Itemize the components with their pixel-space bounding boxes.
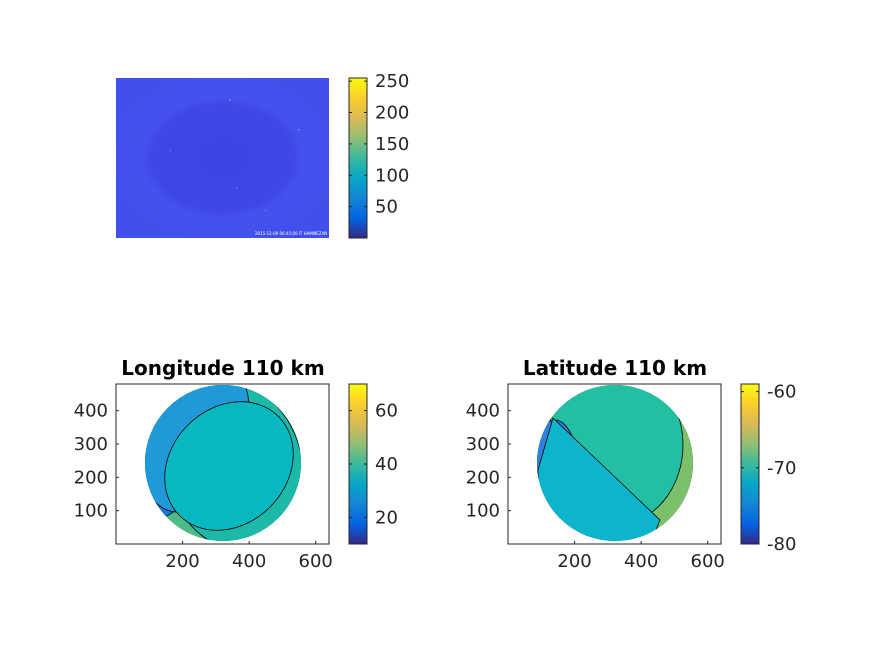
raw-image-panel: 2015-12-09 06:45:00 IT HAMMEZAN 50 100 150… xyxy=(116,71,409,239)
longitude-title: Longitude 110 km xyxy=(121,356,324,380)
raw-image xyxy=(116,78,329,238)
latitude-colorbar-tick-label-0: -60 xyxy=(767,382,796,403)
longitude-ytick-label-0: 100 xyxy=(74,501,108,522)
longitude-colorbar-tick-label-0: 20 xyxy=(375,507,398,528)
raw-colorbar-ticks: 50 100 150 200 250 xyxy=(349,71,409,218)
longitude-colorbar-ticks: 20 40 60 xyxy=(349,401,398,528)
longitude-xtick-label-0: 200 xyxy=(165,551,199,572)
raw-colorbar-tick-label-0: 50 xyxy=(375,197,398,218)
raw-colorbar xyxy=(348,77,368,239)
raw-colorbar-tick-label-1: 100 xyxy=(375,165,409,186)
latitude-ytick-label-3: 400 xyxy=(466,401,500,422)
longitude-ticks: 200 400 600 100 200 300 400 xyxy=(74,401,333,572)
longitude-xtick-label-1: 400 xyxy=(232,551,266,572)
latitude-xtick-label-1: 400 xyxy=(624,551,658,572)
raw-colorbar-tick-label-3: 200 xyxy=(375,103,409,124)
raw-image-stars xyxy=(170,99,300,211)
latitude-xtick-label-0: 200 xyxy=(557,551,591,572)
longitude-panel: Longitude 110 km 200 400 600 100 200 300 400 2… xyxy=(74,356,398,572)
latitude-ytick-label-2: 300 xyxy=(466,434,500,455)
longitude-xtick-label-2: 600 xyxy=(299,551,333,572)
latitude-panel: Latitude 110 km 200 400 600 100 200 300 400 -6… xyxy=(466,356,797,572)
latitude-ytick-label-0: 100 xyxy=(466,501,500,522)
raw-colorbar-tick-label-2: 150 xyxy=(375,134,409,155)
longitude-disc xyxy=(145,385,301,541)
latitude-colorbar xyxy=(740,383,760,545)
raw-colorbar-tick-label-4: 250 xyxy=(375,71,409,92)
longitude-ytick-label-3: 400 xyxy=(74,401,108,422)
latitude-xtick-label-2: 600 xyxy=(691,551,725,572)
longitude-ytick-label-1: 200 xyxy=(74,467,108,488)
latitude-title: Latitude 110 km xyxy=(523,356,707,380)
lat-region-lower xyxy=(537,417,661,541)
latitude-disc xyxy=(537,385,693,541)
latitude-ticks: 200 400 600 100 200 300 400 xyxy=(466,401,725,572)
latitude-colorbar-tick-label-1: -70 xyxy=(767,458,796,479)
latitude-ytick-label-1: 200 xyxy=(466,467,500,488)
longitude-colorbar-tick-label-1: 40 xyxy=(375,454,398,475)
longitude-colorbar-tick-label-2: 60 xyxy=(375,401,398,422)
lon-region-center xyxy=(164,401,294,531)
latitude-colorbar-tick-label-2: -80 xyxy=(767,534,796,555)
latitude-colorbar-ticks: -60 -70 -80 xyxy=(741,382,796,555)
longitude-ytick-label-2: 300 xyxy=(74,434,108,455)
raw-image-stamp: 2015-12-09 06:45:00 IT HAMMEZAN xyxy=(255,231,327,236)
